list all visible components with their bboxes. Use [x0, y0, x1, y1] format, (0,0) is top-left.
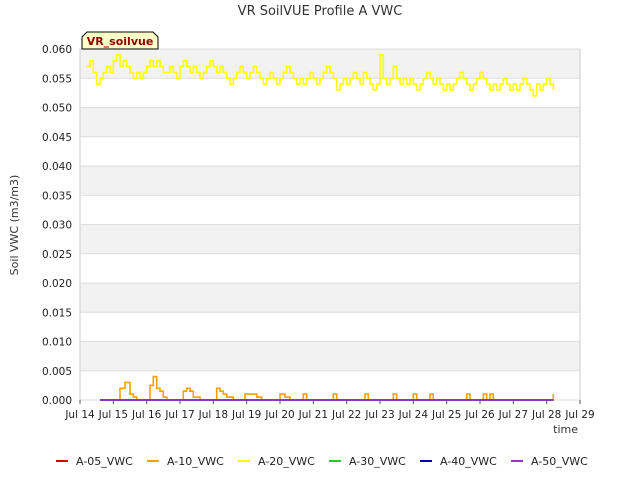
y-tick-label: 0.035	[42, 190, 72, 202]
y-tick-label: 0.055	[42, 73, 72, 85]
site-badge-box	[81, 31, 159, 50]
x-axis-label: time	[553, 423, 578, 436]
plot-band	[80, 341, 580, 371]
legend-label: A-10_VWC	[167, 455, 224, 468]
plot-band	[80, 224, 580, 254]
legend-label: A-20_VWC	[258, 455, 315, 468]
plot-band	[80, 195, 580, 225]
y-axis-label: Soil VWC (m3/m3)	[8, 175, 21, 276]
plot-band	[80, 49, 580, 79]
y-tick-label: 0.000	[42, 395, 72, 407]
x-tick-label: Jul 26	[464, 409, 495, 421]
y-tick-label: 0.005	[42, 366, 72, 378]
x-tick-label: Jul 27	[498, 409, 528, 421]
legend-label: A-40_VWC	[440, 455, 497, 468]
y-tick-label: 0.010	[42, 337, 72, 349]
legend-label: A-30_VWC	[349, 455, 406, 468]
x-tick-label: Jul 14	[64, 409, 95, 421]
x-tick-label: Jul 19	[231, 409, 261, 421]
x-tick-label: Jul 25	[431, 409, 461, 421]
x-tick-label: Jul 29	[564, 409, 594, 421]
plot-band	[80, 107, 580, 137]
legend-label: A-05_VWC	[76, 455, 133, 468]
plot-background-bands	[80, 49, 580, 400]
legend: A-05_VWC A-10_VWC A-20_VWC A-30_VWC A-40_VWC…	[56, 455, 588, 468]
y-tick-label: 0.025	[42, 249, 72, 261]
chart-title: VR SoilVUE Profile A VWC	[238, 4, 403, 19]
y-tick-label: 0.020	[42, 278, 72, 290]
y-tick-label: 0.015	[42, 307, 72, 319]
series-lines	[86, 54, 555, 401]
y-tick-label: 0.030	[42, 220, 72, 232]
y-tick-label: 0.045	[42, 132, 72, 144]
x-tick-label: Jul 28	[531, 409, 561, 421]
y-tick-label: 0.050	[42, 103, 72, 115]
plot-band	[80, 312, 580, 342]
plot-band	[80, 136, 580, 166]
x-tick-label: Jul 15	[98, 409, 128, 421]
x-tick-label: Jul 20	[264, 409, 294, 421]
x-tick-label: Jul 21	[298, 409, 328, 421]
series-line-a-20-vwc	[86, 54, 555, 97]
x-tick-label: Jul 23	[364, 409, 394, 421]
x-tick-label: Jul 16	[131, 409, 162, 421]
x-tick-label: Jul 18	[198, 409, 228, 421]
y-tick-label: 0.060	[42, 44, 72, 56]
x-tick-label: Jul 24	[398, 409, 429, 421]
site-badge: VR_soilvue	[81, 31, 159, 50]
plot-band	[80, 78, 580, 108]
x-tick-label: Jul 22	[331, 409, 361, 421]
y-tick-label: 0.040	[42, 161, 72, 173]
legend-label: A-50_VWC	[531, 455, 588, 468]
plot-band	[80, 166, 580, 196]
x-axis-ticks: Jul 14 Jul 15 Jul 16 Jul 17 Jul 18 Jul 19 Jul …	[64, 400, 595, 421]
x-tick-label: Jul 17	[164, 409, 194, 421]
plot-band	[80, 253, 580, 283]
site-badge-label: VR_soilvue	[87, 35, 154, 48]
plot-band	[80, 370, 580, 400]
plot-band	[80, 283, 580, 313]
